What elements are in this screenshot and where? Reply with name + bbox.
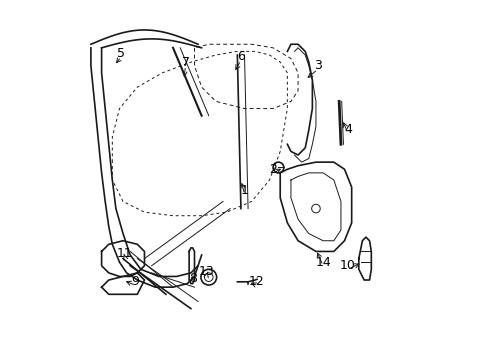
Text: 8: 8 xyxy=(188,272,196,285)
Text: 3: 3 xyxy=(313,59,321,72)
Text: 13: 13 xyxy=(199,265,214,278)
Text: 2: 2 xyxy=(268,163,276,176)
Text: 1: 1 xyxy=(240,184,248,197)
Text: 10: 10 xyxy=(340,259,355,272)
Text: 7: 7 xyxy=(181,55,189,69)
Text: 9: 9 xyxy=(131,275,139,288)
Text: 6: 6 xyxy=(237,50,244,63)
Text: 12: 12 xyxy=(248,275,264,288)
Text: 11: 11 xyxy=(117,247,132,260)
Text: 14: 14 xyxy=(315,256,330,269)
Text: 4: 4 xyxy=(344,123,351,136)
Text: 5: 5 xyxy=(117,47,125,60)
